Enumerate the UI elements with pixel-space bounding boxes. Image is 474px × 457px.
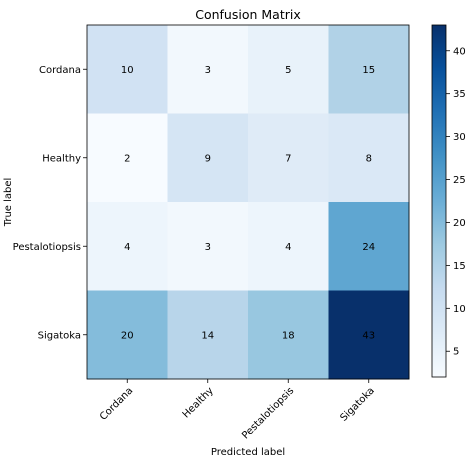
colorbar-tick-label: 5 [453,347,459,358]
cell-value-label: 43 [362,330,375,341]
colorbar-tick-label: 30 [453,132,466,143]
heatmap-cell [248,290,329,380]
colorbar-tick-label: 15 [453,261,466,272]
colorbar [431,24,447,378]
cell-value-label: 2 [124,153,130,164]
heatmap-cell [328,202,410,291]
heatmap-cell [328,25,410,114]
cell-value-label: 3 [205,65,211,76]
heatmap-cell [248,113,329,203]
heatmap-cell [167,113,249,203]
y-tick-labels: Cordana Healthy Pestalotiopsis Sigatoka [13,65,87,341]
colorbar-tick-label: 40 [453,46,466,57]
heatmap-cell [87,25,168,114]
cell-value-label: 18 [282,330,295,341]
chart-title: Confusion Matrix [195,7,301,22]
colorbar-tick-label: 25 [453,175,466,186]
cell-value-label: 7 [285,153,291,164]
heatmap-cell [248,25,329,114]
x-tick-label: Cordana [98,385,135,422]
heatmap-cell [167,25,249,114]
cell-value-label: 3 [205,242,211,253]
heatmap-cell [167,290,249,380]
y-axis-label: True label [3,178,14,228]
colorbar-tick-label: 10 [453,304,466,315]
x-tick-label: Pestalotiopsis [240,385,296,441]
heatmap-cell [328,113,410,203]
colorbar-tick-label: 35 [453,89,466,100]
cell-value-label: 10 [121,65,134,76]
cell-value-label: 8 [366,153,372,164]
colorbar-tick-label: 20 [453,218,466,229]
x-tick-label: Healthy [181,385,216,420]
heatmap-cell [248,202,329,291]
colorbar-ticks: 5 10 15 20 25 30 35 40 [446,46,466,358]
cell-value-label: 14 [201,330,214,341]
x-tick-labels: Cordana Healthy Pestalotiopsis Sigatoka [98,379,377,441]
y-tick-label: Sigatoka [38,330,81,341]
cell-value-label: 4 [124,242,130,253]
cell-value-label: 5 [285,65,291,76]
y-tick-label: Cordana [39,65,81,76]
y-tick-label: Healthy [42,153,81,164]
cell-value-label: 4 [285,242,291,253]
plot-frame [86,24,410,380]
heatmap-cell [87,202,168,291]
heatmap-cell [167,202,249,291]
heatmap-cell [87,290,168,380]
x-tick-label: Sigatoka [338,385,376,423]
cell-value-label: 20 [121,330,134,341]
y-tick-label: Pestalotiopsis [13,242,81,253]
cell-value-label: 15 [362,65,375,76]
heatmap-cell [87,113,168,203]
cell-value-label: 24 [362,242,375,253]
cell-value-label: 9 [205,153,211,164]
heatmap-cell [328,290,410,380]
x-axis-label: Predicted label [211,447,285,457]
